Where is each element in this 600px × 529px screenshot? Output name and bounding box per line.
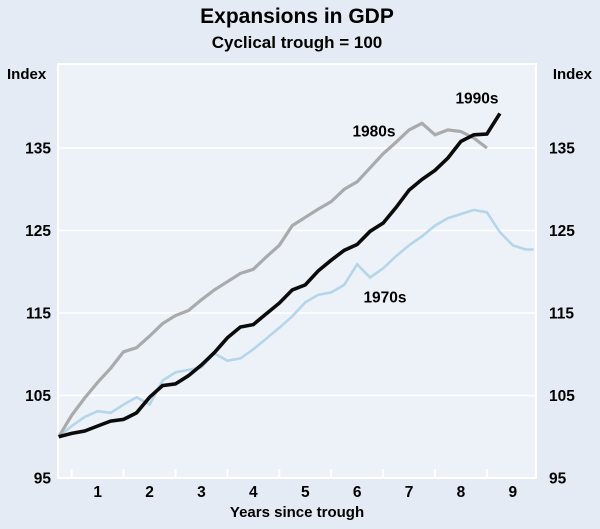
- y-tick-label-left: 135: [25, 141, 51, 158]
- x-tick-label: 9: [509, 484, 518, 501]
- series-label-1990s: 1990s: [455, 91, 498, 108]
- y-tick-label-right: 135: [549, 141, 575, 158]
- x-axis-title: Years since trough: [229, 504, 365, 521]
- x-tick-label: 5: [301, 484, 310, 501]
- y-tick-label-left: 125: [25, 223, 51, 240]
- x-tick-label: 7: [405, 484, 414, 501]
- chart-title: Expansions in GDP: [200, 5, 394, 28]
- y-tick-label-right: 105: [549, 388, 575, 405]
- y-tick-label-right: 115: [549, 306, 574, 323]
- y-unit-label-left: Index: [7, 66, 47, 83]
- x-tick-label: 8: [457, 484, 466, 501]
- chart-subtitle: Cyclical trough = 100: [211, 33, 383, 52]
- y-tick-label-left: 95: [34, 471, 52, 488]
- y-tick-label-left: 105: [25, 388, 51, 405]
- y-tick-label-right: 95: [549, 471, 567, 488]
- x-tick-label: 3: [197, 484, 206, 501]
- series-line-1980s: [57, 121, 488, 438]
- series-label-1980s: 1980s: [352, 124, 395, 141]
- y-tick-label-left: 115: [26, 306, 51, 323]
- series-label-1970s: 1970s: [363, 290, 406, 307]
- y-unit-label-right: Index: [552, 66, 592, 83]
- x-tick-label: 4: [249, 484, 258, 501]
- x-tick-label: 2: [145, 484, 154, 501]
- y-tick-label-right: 125: [549, 223, 575, 240]
- x-tick-label: 6: [353, 484, 362, 501]
- x-tick-label: 1: [93, 484, 102, 501]
- series-line-1970s: [57, 208, 534, 438]
- plot-frame: [57, 63, 537, 479]
- series-line-1990s: [58, 112, 502, 439]
